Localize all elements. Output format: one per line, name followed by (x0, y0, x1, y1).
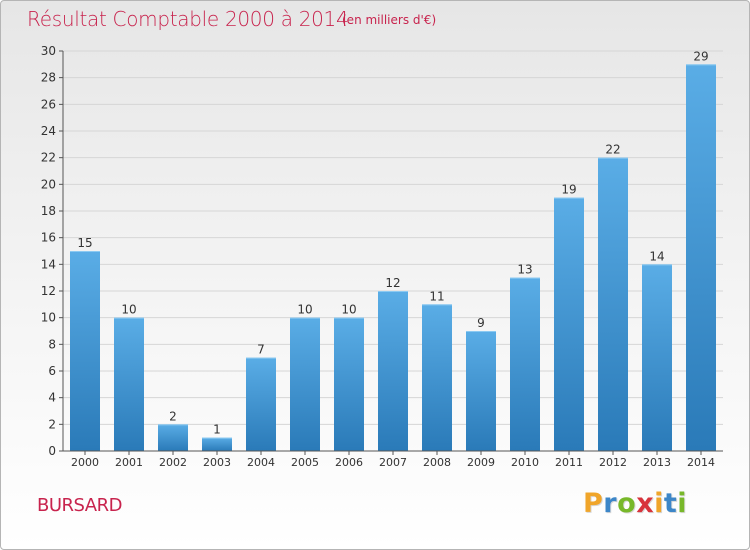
y-tick-label: 26 (41, 97, 56, 111)
bar-value-label: 12 (385, 276, 400, 290)
x-tick-label: 2000 (71, 456, 99, 469)
bar-value-label: 10 (121, 303, 136, 317)
bar (422, 304, 452, 451)
bar-value-label: 22 (605, 143, 620, 157)
x-tick-label: 2002 (159, 456, 187, 469)
x-tick-label: 2001 (115, 456, 143, 469)
y-tick-label: 18 (41, 204, 56, 218)
bar-value-label: 13 (517, 263, 532, 277)
logo-letter: r (603, 488, 618, 519)
bar-value-label: 9 (477, 316, 485, 330)
y-tick-label: 4 (48, 391, 56, 405)
x-tick-label: 2003 (203, 456, 231, 469)
logo-letter: i (677, 488, 688, 519)
x-tick-label: 2009 (467, 456, 495, 469)
y-tick-label: 16 (41, 231, 56, 245)
y-tick-label: 24 (41, 124, 56, 138)
y-tick-label: 22 (41, 151, 56, 165)
bar (246, 357, 276, 451)
bar (378, 291, 408, 451)
bar-value-label: 11 (429, 289, 444, 303)
bar-value-label: 1 (213, 423, 221, 437)
logo-letter: t (663, 488, 678, 519)
y-tick-label: 8 (48, 337, 56, 351)
bar-value-label: 19 (561, 183, 576, 197)
x-tick-label: 2005 (291, 456, 319, 469)
bar (642, 264, 672, 451)
bar (290, 317, 320, 451)
bar-value-label: 15 (77, 236, 92, 250)
bar (202, 437, 232, 451)
x-tick-label: 2008 (423, 456, 451, 469)
logo-letter: P (583, 488, 604, 519)
bar-value-label: 29 (693, 49, 708, 63)
axes (59, 50, 723, 455)
y-tick-label: 28 (41, 71, 56, 85)
commune-name: BURSARD (37, 495, 122, 516)
bar (158, 424, 188, 451)
y-tick-label: 30 (41, 44, 56, 58)
x-tick-label: 2004 (247, 456, 275, 469)
bar (114, 317, 144, 451)
bar (510, 277, 540, 451)
bar (598, 157, 628, 451)
labels: 0246810121416182022242628301520001020012… (41, 44, 715, 469)
x-tick-label: 2012 (599, 456, 627, 469)
y-tick-label: 20 (41, 177, 56, 191)
y-tick-label: 2 (48, 417, 56, 431)
bar-value-label: 2 (169, 409, 177, 423)
x-tick-label: 2010 (511, 456, 539, 469)
logo-letter: o (617, 488, 637, 519)
x-tick-label: 2007 (379, 456, 407, 469)
bar-value-label: 7 (257, 343, 265, 357)
chart-subtitle: (en milliers d'€) (342, 13, 437, 27)
y-tick-label: 12 (41, 284, 56, 298)
logo-letter: i (654, 488, 664, 519)
y-tick-label: 14 (41, 257, 56, 271)
y-tick-label: 0 (48, 444, 56, 458)
chart-title: Résultat Comptable 2000 à 2014 (27, 7, 349, 31)
y-tick-label: 6 (48, 364, 56, 378)
bar-value-label: 10 (297, 303, 312, 317)
bar (334, 317, 364, 451)
x-tick-label: 2006 (335, 456, 363, 469)
y-tick-label: 10 (41, 311, 56, 325)
bar (466, 331, 496, 451)
x-tick-label: 2014 (687, 456, 715, 469)
bar-value-label: 10 (341, 303, 356, 317)
proxiti-logo[interactable]: Proxiti (583, 488, 687, 519)
bars (70, 64, 716, 452)
bar (686, 64, 716, 452)
bar (70, 251, 100, 451)
x-tick-label: 2011 (555, 456, 583, 469)
bar-value-label: 14 (649, 249, 664, 263)
logo-letter: x (636, 488, 655, 519)
x-tick-label: 2013 (643, 456, 671, 469)
bar (554, 197, 584, 451)
